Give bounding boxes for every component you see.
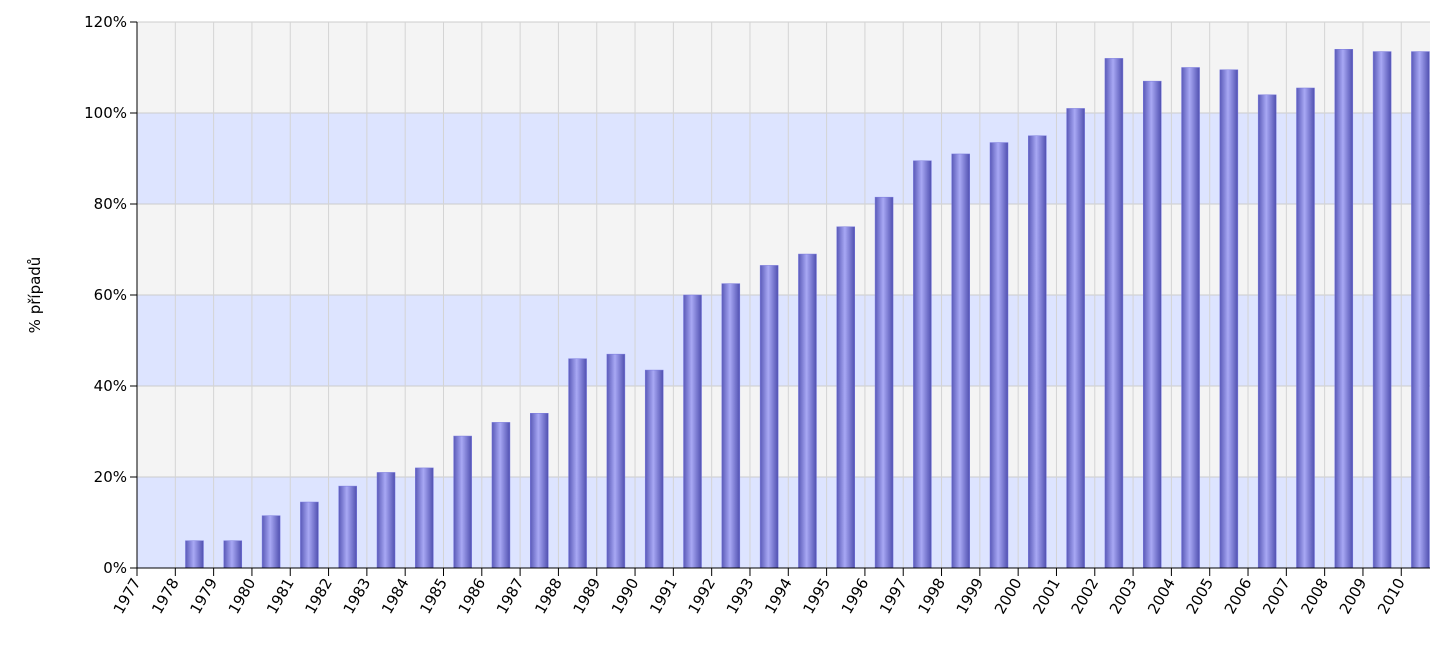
x-tick-label: 2001 — [1029, 575, 1064, 617]
x-tick-label: 1992 — [684, 575, 719, 617]
y-tick-label: 60% — [94, 286, 127, 304]
x-tick-label: 1981 — [263, 575, 298, 617]
x-tick-label: 2006 — [1221, 575, 1256, 617]
bar — [874, 196, 894, 569]
bar — [836, 226, 856, 569]
y-tick-label: 120% — [84, 13, 127, 31]
bar — [759, 265, 779, 569]
x-tick-label: 1982 — [301, 575, 336, 617]
y-tick-label: 40% — [94, 377, 127, 395]
bar — [1257, 94, 1277, 569]
bar — [721, 283, 741, 569]
x-tick-label: 2009 — [1336, 575, 1371, 617]
y-tick-label: 100% — [84, 104, 127, 122]
bar — [338, 485, 357, 569]
x-tick-label: 1979 — [186, 575, 221, 617]
x-tick-label: 1984 — [378, 575, 413, 617]
x-tick-label: 1988 — [531, 575, 566, 617]
y-axis-label: % případů — [26, 257, 44, 334]
x-tick-label: 1998 — [914, 575, 949, 617]
grid-band — [137, 386, 1430, 477]
y-tick-label: 80% — [94, 195, 127, 213]
bar — [376, 472, 396, 569]
bar — [491, 422, 511, 569]
bar — [1372, 51, 1392, 569]
x-tick-label: 2004 — [1144, 575, 1179, 617]
bar — [1028, 135, 1047, 569]
y-tick-label: 0% — [103, 559, 127, 577]
bar — [644, 369, 664, 569]
bar — [530, 413, 549, 569]
x-tick-label: 1989 — [570, 575, 605, 617]
bar — [300, 501, 319, 569]
x-tick-label: 2010 — [1374, 575, 1409, 617]
x-tick-label: 1978 — [148, 575, 183, 617]
bar — [1104, 58, 1124, 569]
bar — [453, 435, 472, 569]
grid-band — [137, 295, 1430, 386]
x-tick-label: 2000 — [991, 575, 1026, 617]
x-tick-label: 1987 — [493, 575, 528, 617]
x-tick-label: 1985 — [416, 575, 451, 617]
x-tick-label: 2005 — [1182, 575, 1217, 617]
bar — [683, 294, 702, 569]
x-tick-label: 1994 — [761, 575, 796, 617]
x-tick-label: 1983 — [340, 575, 375, 617]
x-tick-label: 1990 — [608, 575, 643, 617]
x-tick-label: 1999 — [953, 575, 988, 617]
x-tick-label: 1997 — [876, 575, 911, 617]
grid-band — [137, 113, 1430, 204]
bar — [1181, 67, 1200, 569]
x-tick-label: 2003 — [1106, 575, 1141, 617]
bar — [185, 540, 204, 569]
bar — [951, 153, 970, 569]
grid-band — [137, 22, 1430, 113]
bar — [1334, 49, 1354, 569]
bar — [1066, 108, 1085, 569]
x-tick-label: 1977 — [110, 575, 145, 617]
bar — [1219, 69, 1239, 569]
grid-band — [137, 204, 1430, 295]
bar — [989, 142, 1009, 569]
bar — [261, 515, 281, 569]
x-tick-label: 1986 — [455, 575, 490, 617]
x-tick-label: 1980 — [225, 575, 260, 617]
plot-bands — [137, 22, 1430, 568]
bar — [606, 353, 626, 569]
x-tick-label: 1991 — [646, 575, 681, 617]
x-tick-label: 1995 — [799, 575, 834, 617]
bar — [223, 540, 243, 569]
x-tick-label: 2008 — [1297, 575, 1332, 617]
bar — [913, 160, 932, 569]
bar — [415, 467, 434, 569]
bar — [798, 253, 817, 569]
bar — [1142, 80, 1162, 569]
bar — [1296, 87, 1315, 569]
y-tick-label: 20% — [94, 468, 127, 486]
x-tick-label: 1996 — [838, 575, 873, 617]
x-tick-label: 2007 — [1259, 575, 1294, 617]
bar — [568, 358, 587, 569]
x-tick-label: 1993 — [723, 575, 758, 617]
x-tick-label: 2002 — [1068, 575, 1103, 617]
bar — [1411, 51, 1430, 569]
